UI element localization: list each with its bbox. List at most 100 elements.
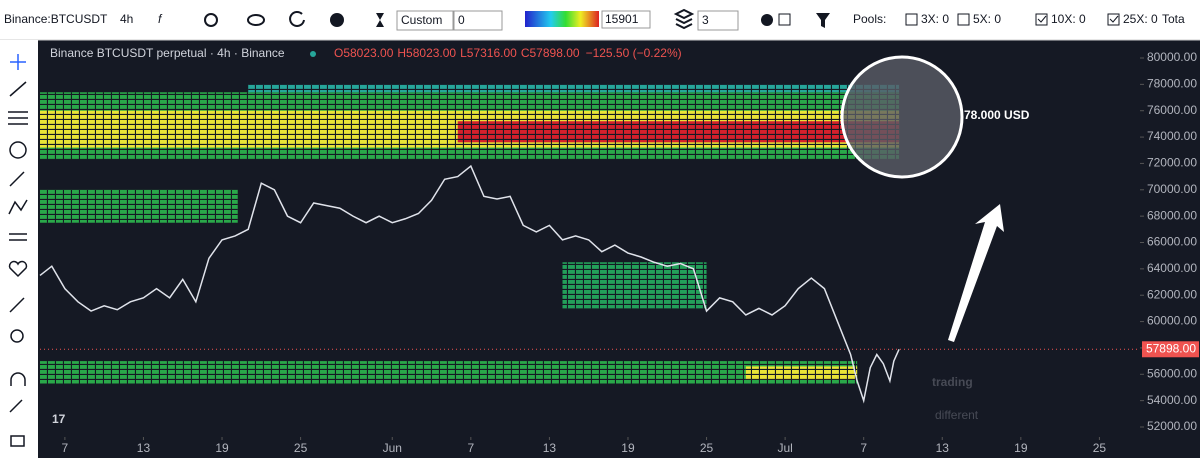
pool-checkbox[interactable] <box>905 13 918 26</box>
x-tick-label: 25 <box>294 441 308 455</box>
x-tick-label: 19 <box>621 441 635 455</box>
heatmap-cells <box>40 361 858 384</box>
annotation: 78.000 USD <box>964 108 1030 122</box>
status-dot <box>310 51 316 57</box>
gradient-value: 15901 <box>605 12 639 26</box>
ohlc-value: O58023.00 <box>334 46 394 60</box>
heatmap-cells <box>40 189 238 223</box>
mode: Custom <box>401 13 442 27</box>
top-toolbar <box>0 0 1200 40</box>
pool-item: 5X: 0 <box>973 12 1001 26</box>
timer-icon[interactable] <box>376 13 384 27</box>
x-tick-label: 13 <box>543 441 557 455</box>
y-tick-label: 62000.00 <box>1147 287 1197 301</box>
mode-input[interactable] <box>453 10 503 31</box>
magnet-icon[interactable] <box>10 372 26 386</box>
y-tick-label: 76000.00 <box>1147 103 1197 117</box>
ohlc-value: H58023.00 <box>397 46 456 60</box>
x-tick-label: 25 <box>700 441 714 455</box>
layers: 3 <box>702 13 709 27</box>
brush-icon[interactable] <box>9 171 25 187</box>
y-tick-label: 66000.00 <box>1147 235 1197 249</box>
layers-icon[interactable] <box>673 8 695 30</box>
chart-title: Binance BTCUSDT perpetual · 4h · Binance <box>50 46 285 60</box>
y-tick-label: 80000.00 <box>1147 50 1197 64</box>
pool-checkbox[interactable] <box>1035 13 1048 26</box>
check <box>1037 15 1047 23</box>
trendline-icon[interactable] <box>9 81 27 97</box>
x-tick-label: Jul <box>777 441 792 455</box>
forecast-icon[interactable] <box>9 233 27 241</box>
x-tick-label: 7 <box>467 441 474 455</box>
x-tick-label: 7 <box>62 441 69 455</box>
ohlc-value: C57898.00 <box>521 46 580 60</box>
ruler-icon[interactable] <box>9 297 25 313</box>
watermark: different <box>935 408 979 422</box>
gradient-input[interactable] <box>601 10 651 29</box>
y-tick-label: 52000.00 <box>1147 419 1197 433</box>
top-toolbar-items: Binance:BTCUSDT 4h f Custom 0 15901 3 Po… <box>4 8 886 31</box>
left-toolbar <box>0 40 38 458</box>
last-price-label: 57898.00 <box>1146 341 1196 355</box>
y-tick-label: 74000.00 <box>1147 129 1197 143</box>
plot: 52000.0054000.0056000.0058000.0060000.00… <box>39 50 1199 455</box>
pool-item: 25X: 0 <box>1123 12 1158 26</box>
shape-icon[interactable] <box>9 141 27 159</box>
price-change: −125.50 (−0.22%) <box>586 46 682 60</box>
favorite-icon[interactable] <box>8 260 28 278</box>
fx-icon[interactable]: f <box>158 12 163 26</box>
y-tick-label: 54000.00 <box>1147 393 1197 407</box>
heatmap-cells <box>562 262 707 309</box>
heatmap-cells <box>745 366 858 380</box>
x-tick-label: Jun <box>383 441 402 455</box>
settings-icon[interactable] <box>204 13 218 27</box>
x-tick-label: 13 <box>936 441 950 455</box>
fib-icon[interactable] <box>8 111 28 125</box>
arrow <box>948 204 1004 342</box>
mode-select[interactable] <box>396 10 454 31</box>
pattern-icon[interactable] <box>8 199 28 215</box>
y-tick-label: 68000.00 <box>1147 208 1197 222</box>
interval[interactable]: 4h <box>120 12 133 26</box>
check <box>1109 15 1119 23</box>
logo: 17 <box>52 412 66 426</box>
lock-icon[interactable] <box>10 435 25 447</box>
x-tick-label: 19 <box>215 441 229 455</box>
symbol[interactable]: Binance:BTCUSDT <box>4 12 108 26</box>
x-tick-label: 19 <box>1014 441 1028 455</box>
pool-icon[interactable] <box>761 14 773 26</box>
y-tick-label: 56000.00 <box>1147 366 1197 380</box>
heatmap-cells <box>248 84 900 93</box>
last-price-box <box>1142 341 1199 358</box>
pool-checkbox[interactable] <box>1107 13 1120 26</box>
hide-icon[interactable] <box>247 14 265 26</box>
y-tick-label: 60000.00 <box>1147 314 1197 328</box>
pool-checkbox[interactable] <box>778 13 791 26</box>
y-tick-label: 64000.00 <box>1147 261 1197 275</box>
gradient-bar[interactable] <box>525 11 599 27</box>
layers-input[interactable] <box>697 10 739 31</box>
pool-checkbox[interactable] <box>957 13 970 26</box>
pools-label: Pools: <box>853 12 886 26</box>
x-tick-label: 7 <box>860 441 867 455</box>
pool-item: 10X: 0 <box>1051 12 1086 26</box>
crosshair-icon[interactable] <box>10 54 26 70</box>
highlight-circle <box>840 55 964 179</box>
pencil-icon[interactable] <box>9 399 23 413</box>
x-tick-label: 25 <box>1093 441 1107 455</box>
refresh-icon[interactable] <box>289 11 305 27</box>
filter-icon[interactable] <box>816 13 830 28</box>
heatmap-cells <box>457 121 900 143</box>
price-line <box>39 164 900 404</box>
y-tick-label: 70000.00 <box>1147 182 1197 196</box>
ohlc-value: L57316.00 <box>460 46 517 60</box>
pool-item: Tota <box>1162 12 1185 26</box>
ohlc: O58023.00 H58023.00 L57316.00 C57898.00 −125… <box>334 46 682 60</box>
watermark: trading <box>932 375 973 389</box>
left-toolbar-icons <box>8 54 28 447</box>
zoom-icon[interactable] <box>10 329 24 343</box>
palette-icon[interactable] <box>330 13 344 27</box>
